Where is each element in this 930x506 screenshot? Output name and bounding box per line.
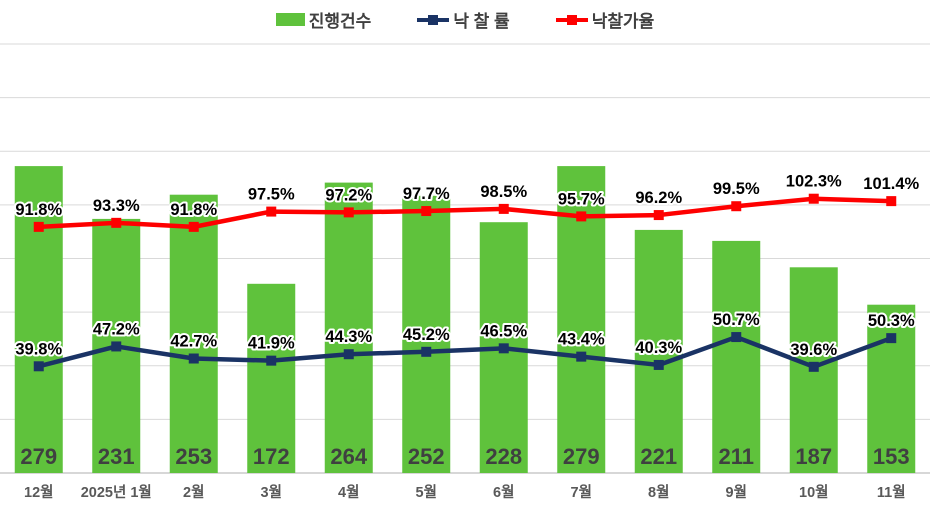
bar-proceedings xyxy=(169,194,218,473)
x-axis-label: 3월 xyxy=(261,484,282,501)
x-axis-label: 2025년 1월 xyxy=(81,484,152,501)
line-marker xyxy=(498,203,509,214)
line-value-label: 41.9% xyxy=(248,335,295,353)
line-value-label: 50.7% xyxy=(713,311,760,329)
line-value-label: 98.5% xyxy=(480,183,527,201)
line-marker xyxy=(33,361,44,372)
chart-legend: 진행건수 낙 찰 률 낙찰가율 xyxy=(0,6,930,32)
bar-value-label: 187 xyxy=(795,444,832,469)
line-value-label: 97.7% xyxy=(403,185,450,203)
legend-label: 낙 찰 률 xyxy=(453,11,510,31)
line-marker xyxy=(653,210,664,221)
line-marker xyxy=(343,349,354,360)
line-marker xyxy=(653,359,664,370)
line-value-label: 95.7% xyxy=(558,190,605,208)
line-value-label: 99.5% xyxy=(713,180,760,198)
bar-value-label: 279 xyxy=(563,444,600,469)
line-marker xyxy=(576,351,587,362)
line-value-label: 40.3% xyxy=(635,339,682,357)
x-axis-label: 4월 xyxy=(338,484,359,501)
bid-rate-line xyxy=(38,334,893,370)
bar-proceedings xyxy=(247,283,296,473)
x-axis-label: 5월 xyxy=(416,484,437,501)
bar-value-label: 279 xyxy=(20,444,57,469)
line-marker xyxy=(421,346,432,357)
line-marker xyxy=(111,341,122,352)
bar-value-label: 252 xyxy=(408,444,445,469)
line-marker xyxy=(808,193,819,204)
x-axis-label: 9월 xyxy=(726,484,747,501)
bar-value-label: 153 xyxy=(873,444,910,469)
line-value-label: 46.5% xyxy=(480,322,527,340)
x-axis-label: 11월 xyxy=(877,484,906,501)
bar-value-label: 172 xyxy=(253,444,290,469)
line-marker xyxy=(188,353,199,364)
line-marker xyxy=(886,333,897,344)
bar-proceedings xyxy=(712,240,761,473)
line-marker xyxy=(188,221,199,232)
legend-label: 진행건수 xyxy=(308,11,372,31)
line-value-label: 47.2% xyxy=(93,320,140,338)
legend-item-proceedings: 진행건수 xyxy=(275,7,372,32)
line-marker xyxy=(731,332,742,343)
line-value-label: 97.5% xyxy=(248,186,295,204)
line-marker xyxy=(576,211,587,222)
bid-price-ratio-line xyxy=(38,196,892,230)
line-marker xyxy=(808,361,819,372)
line-value-label: 101.4% xyxy=(863,175,919,193)
line-value-label: 97.2% xyxy=(325,186,372,204)
line-marker xyxy=(266,206,277,217)
line-value-label: 45.2% xyxy=(403,326,450,344)
bar-value-label: 221 xyxy=(640,444,677,469)
line-marker xyxy=(111,217,122,228)
line-marker xyxy=(498,343,509,354)
line-value-label: 96.2% xyxy=(635,189,682,207)
line-marker xyxy=(343,207,354,218)
line-marker xyxy=(421,206,432,217)
line-value-label: 50.3% xyxy=(868,312,915,330)
line-value-label: 91.8% xyxy=(170,201,217,219)
line-value-label: 39.6% xyxy=(790,341,837,359)
line-marker xyxy=(266,355,277,366)
line-marker-swatch-icon xyxy=(555,13,588,26)
bar-swatch-icon xyxy=(275,12,305,26)
legend-item-bid-price-ratio: 낙찰가율 xyxy=(555,7,655,32)
bar-value-label: 253 xyxy=(175,444,212,469)
line-value-label: 42.7% xyxy=(170,333,217,351)
line-value-label: 39.8% xyxy=(15,340,62,358)
line-value-label: 44.3% xyxy=(325,328,372,346)
x-axis-label: 10월 xyxy=(799,484,828,501)
legend-label: 낙찰가율 xyxy=(591,11,655,31)
x-axis-label: 6월 xyxy=(493,484,514,501)
bar-proceedings xyxy=(402,195,451,474)
line-marker xyxy=(886,196,897,207)
x-axis-label: 8월 xyxy=(648,484,669,501)
line-value-label: 43.4% xyxy=(558,331,605,349)
line-value-label: 91.8% xyxy=(15,201,62,219)
line-marker-swatch-icon xyxy=(417,13,450,26)
line-value-label: 93.3% xyxy=(93,197,140,215)
bar-value-label: 264 xyxy=(330,444,367,469)
bar-value-label: 231 xyxy=(98,444,135,469)
x-axis-label: 2월 xyxy=(183,484,204,501)
bar-proceedings xyxy=(324,182,373,473)
bar-value-label: 211 xyxy=(719,444,755,469)
line-marker xyxy=(731,201,742,212)
bar-proceedings xyxy=(14,166,63,473)
x-axis-label: 12월 xyxy=(24,484,53,501)
bar-proceedings xyxy=(867,304,916,473)
legend-item-bid-rate: 낙 찰 률 xyxy=(417,7,510,32)
bar-proceedings xyxy=(634,229,683,473)
bar-value-label: 228 xyxy=(485,444,522,469)
line-marker xyxy=(33,221,44,232)
line-value-label: 102.3% xyxy=(786,173,842,191)
x-axis-label: 7월 xyxy=(571,484,592,501)
